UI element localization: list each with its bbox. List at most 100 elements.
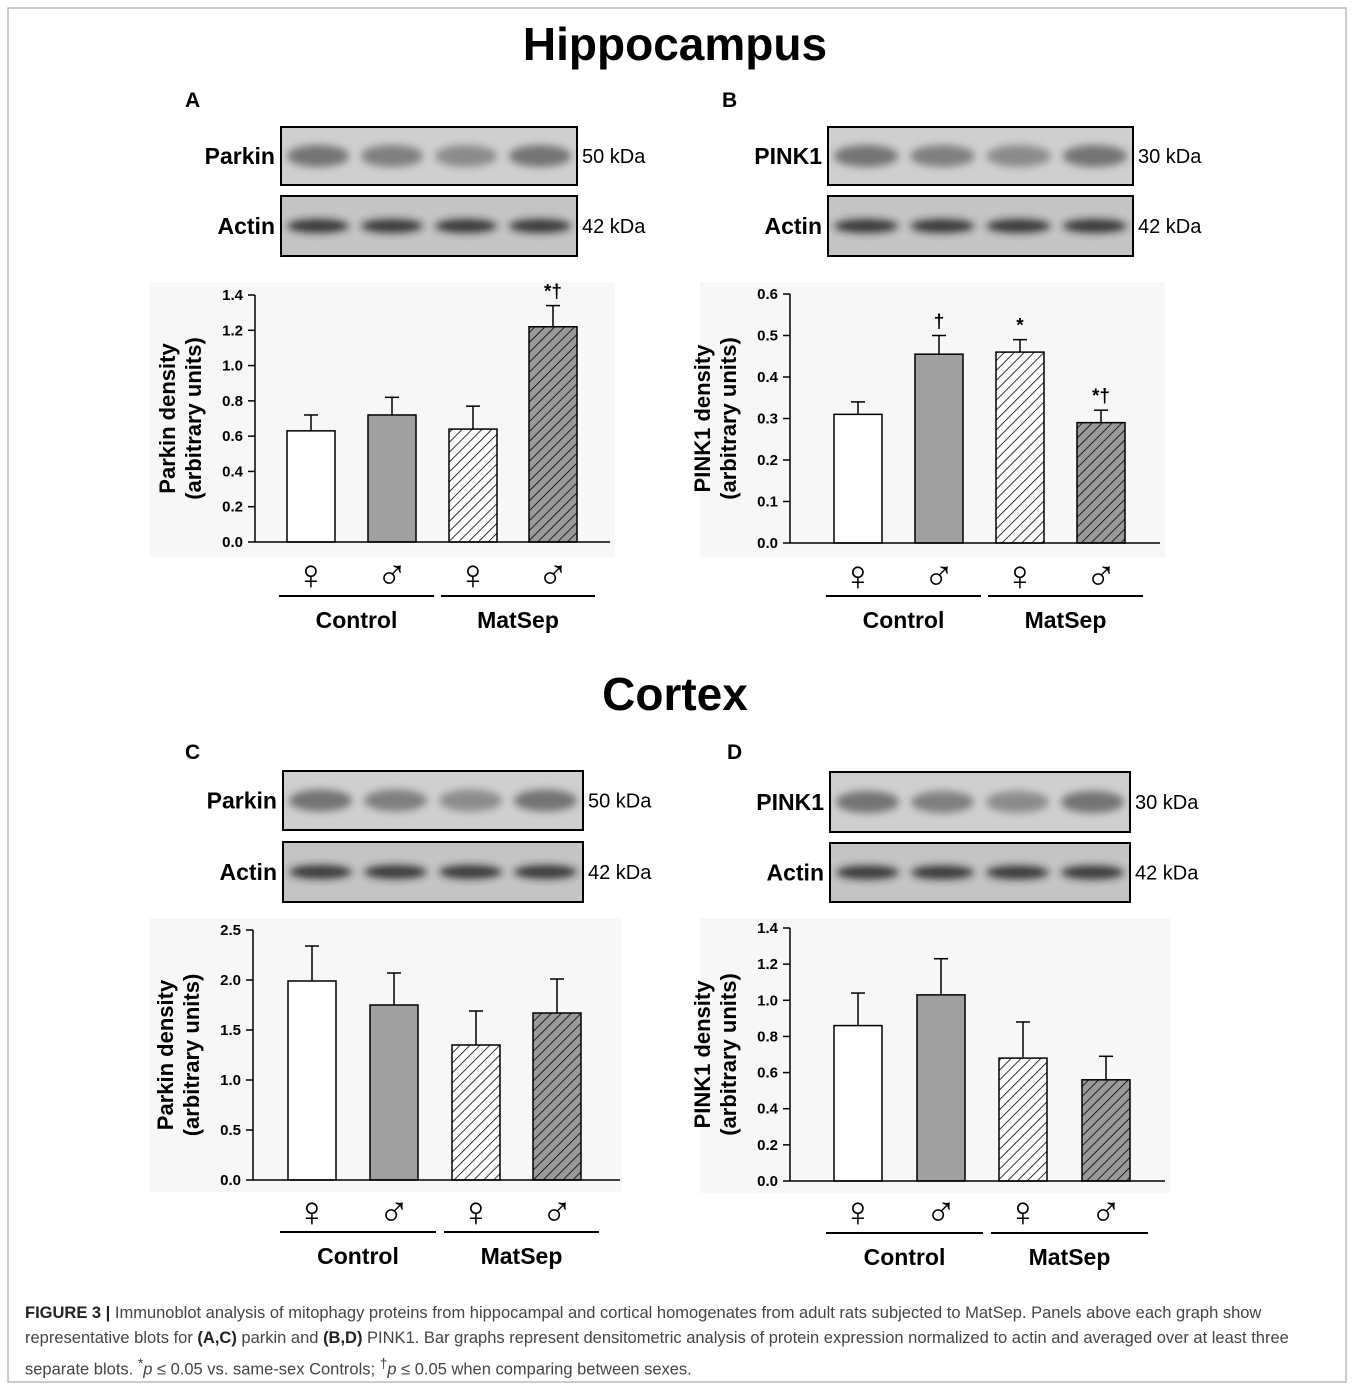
y-tick-label: 1.2 [222,322,243,339]
caption: FIGURE 3 | Immunoblot analysis of mitoph… [25,1301,1330,1383]
panel-letter: B [722,89,737,112]
y-tick-label: 1.0 [222,358,243,375]
y-tick-label: 1.5 [220,1022,241,1039]
y-axis-label: (arbitrary units) [179,974,204,1137]
group-label: Control [317,1243,399,1269]
y-tick-label: 0.4 [222,463,244,480]
y-tick-label: 0.2 [757,1137,778,1154]
blot-band [439,865,502,879]
x-tick-label: ♂ [537,551,569,598]
blot-band [910,219,974,233]
blot-band [834,219,898,233]
significance-label: † [934,312,945,333]
blot-band [509,219,571,233]
section-title: Hippocampus [523,18,827,70]
bar [449,429,497,542]
y-tick-label: 1.2 [757,956,778,973]
blot-band [834,145,898,167]
bar [1077,423,1125,543]
y-tick-label: 1.0 [220,1072,241,1089]
x-tick-label: ♀ [296,1188,328,1235]
y-axis-label: (arbitrary units) [181,337,206,500]
significance-label: *† [1092,386,1110,407]
blot-band [987,145,1051,167]
blot-band [1061,791,1124,813]
y-tick-label: 1.4 [222,287,244,304]
blot-band [1063,219,1127,233]
blot-band [1061,866,1124,880]
blot-band [836,791,899,813]
bar [834,1026,882,1181]
panel-letter: D [727,741,742,764]
blot-band [910,145,974,167]
bar [834,414,882,543]
blot-band [287,145,349,167]
y-tick-label: 0.8 [222,393,243,410]
blot-band [836,866,899,880]
blot-label: Actin [218,213,276,239]
panel-letter: A [185,89,200,112]
bar [368,415,416,542]
blot-band [439,790,502,812]
y-tick-label: 0.4 [757,1101,779,1118]
y-tick-label: 0.0 [757,535,778,552]
bar [915,354,963,543]
bar [999,1058,1047,1181]
blot-size: 50 kDa [582,146,646,168]
x-tick-label: ♀ [1004,552,1036,599]
bar [533,1013,581,1180]
group-label: MatSep [1025,607,1107,633]
x-tick-label: ♂ [541,1188,573,1235]
blot-label: Parkin [207,788,277,814]
y-axis-label: PINK1 density [690,980,715,1129]
y-tick-label: 0.2 [222,499,243,516]
blot-band [435,219,497,233]
bar [287,431,335,542]
blot-band [911,791,974,813]
x-tick-label: ♂ [923,552,955,599]
blot-label: PINK1 [754,143,822,169]
group-label: MatSep [477,607,559,633]
x-tick-label: ♀ [1007,1188,1039,1235]
caption-text: ≤ 0.05 vs. same-sex Controls; [152,1361,379,1379]
group-label: Control [863,607,945,633]
y-tick-label: 0.5 [220,1122,241,1139]
x-tick-label: ♀ [460,1188,492,1235]
blot-band [986,791,1049,813]
blot-size: 30 kDa [1138,146,1202,168]
blot-label: PINK1 [756,789,824,815]
group-label: Control [864,1244,946,1270]
blot-band [1063,145,1127,167]
blot-size: 42 kDa [1135,863,1199,885]
blot-size: 42 kDa [588,862,652,884]
y-tick-label: 0.6 [757,1065,778,1082]
x-tick-label: ♂ [1085,552,1117,599]
bar [370,1005,418,1180]
y-tick-label: 0.5 [757,328,778,345]
blot-band [289,865,352,879]
blot-band [435,145,497,167]
significance-label: * [1016,316,1024,337]
x-tick-label: ♀ [457,551,489,598]
blot-band [509,145,571,167]
y-tick-label: 0.0 [757,1173,778,1190]
bar [452,1045,500,1180]
y-tick-label: 0.8 [757,1028,778,1045]
blot-size: 42 kDa [582,216,646,238]
blot-band [361,145,423,167]
caption-label: FIGURE 3 | [25,1304,110,1322]
y-tick-label: 2.5 [220,922,241,939]
significance-label: *† [544,282,562,303]
y-axis-label: Parkin density [155,343,180,494]
blot-size: 42 kDa [1138,216,1202,238]
y-tick-label: 0.6 [757,286,778,303]
blot-band [911,866,974,880]
group-label: MatSep [1029,1244,1111,1270]
x-tick-label: ♀ [842,1188,874,1235]
caption-text: (A,C) [197,1329,236,1347]
x-tick-label: ♂ [925,1188,957,1235]
x-tick-label: ♂ [378,1188,410,1235]
blot-label: Actin [767,860,825,886]
y-axis-label: PINK1 density [690,344,715,493]
figure: Hippocampus Cortex AParkin50 kDaActin42 … [0,0,1354,1386]
